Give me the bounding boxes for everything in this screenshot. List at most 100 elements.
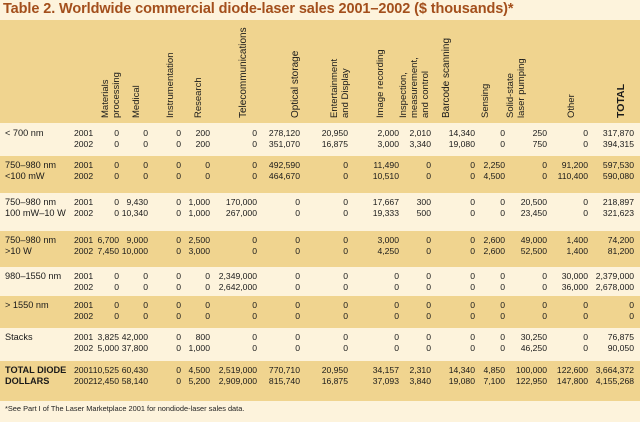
table-cell: 0 [500,311,505,321]
table-cell: 300 [416,197,431,207]
table-cell: 2,500 [188,235,210,245]
table-cell: 278,120 [268,128,300,138]
table-cell: 0 [394,271,399,281]
table-cell: 0 [176,376,181,386]
table-cell: 0 [542,271,547,281]
table-cell: 0 [252,160,257,170]
table-cell: 800 [195,332,210,342]
column-header-image-recording: Image recording [375,49,386,118]
table-cell: 2,678,000 [595,282,634,292]
table-cell: 0 [114,282,119,292]
table-cell: 3,000 [188,246,210,256]
table-cell: 9,430 [126,197,148,207]
table-cell: 0 [583,128,588,138]
table-cell: 0 [252,246,257,256]
table-cell: 0 [343,197,348,207]
table-cell: 0 [394,343,399,353]
table-cell: 0 [583,139,588,149]
table-cell: 5,200 [188,376,210,386]
table-cell: 2,310 [409,365,431,375]
table-cell: 0 [500,128,505,138]
table-cell: 0 [343,171,348,181]
table-cell: 2,250 [483,160,505,170]
table-cell: 597,530 [602,160,634,170]
table-cell: 6,700 [97,235,119,245]
table-cell: 122,950 [515,376,547,386]
table-cell: 20,950 [321,365,348,375]
table-cell: 60,430 [121,365,148,375]
table-cell: 0 [176,332,181,342]
table-cell: 170,000 [225,197,257,207]
table-cell: 0 [394,311,399,321]
table-cell: 0 [114,311,119,321]
table-cell: 0 [426,235,431,245]
table-cell: 0 [143,300,148,310]
row-group [0,361,640,401]
table-cell: 7,450 [97,246,119,256]
table-cell: 74,200 [607,235,634,245]
table-cell: 90,050 [607,343,634,353]
table-cell: 750 [532,139,547,149]
table-cell: 0 [470,246,475,256]
table-cell: 0 [114,271,119,281]
table-cell: 0 [500,343,505,353]
year-cell: 2002 [74,311,94,321]
table-cell: 0 [114,139,119,149]
year-cell: 2001 [74,235,94,245]
year-cell: 2002 [74,171,94,181]
table-cell: 0 [583,208,588,218]
year-cell: 2002 [74,246,94,256]
table-cell: 42,000 [121,332,148,342]
table-cell: 0 [252,128,257,138]
table-cell: 770,710 [268,365,300,375]
row-group-label: 750–980 nm >10 W [5,235,57,256]
table-cell: 2,909,000 [218,376,257,386]
table-cell: 0 [470,343,475,353]
table-cell: 500 [416,208,431,218]
table-cell: 0 [500,208,505,218]
table-cell: 317,870 [602,128,634,138]
table-cell: 0 [426,332,431,342]
table-cell: 0 [295,246,300,256]
table-cell: 0 [295,343,300,353]
table-cell: 10,000 [121,246,148,256]
table-cell: 0 [176,343,181,353]
table-cell: 0 [426,160,431,170]
row-group-label: < 700 nm [5,128,44,138]
column-header-solid-state-laser-pumping: Solid-state laser pumping [505,58,527,118]
table-cell: 49,000 [520,235,547,245]
table-cell: 0 [143,171,148,181]
table-cell: 4,250 [377,246,399,256]
header-band [0,20,640,123]
table-cell: 0 [252,332,257,342]
table-cell: 0 [343,271,348,281]
table-cell: 0 [583,343,588,353]
table-cell: 0 [583,300,588,310]
table-cell: 1,400 [566,246,588,256]
table-cell: 0 [470,208,475,218]
table-cell: 0 [252,171,257,181]
table-cell: 4,155,268 [595,376,634,386]
table-cell: 19,080 [448,139,475,149]
table-cell: 0 [143,128,148,138]
table-cell: 0 [583,311,588,321]
table-cell: 0 [176,282,181,292]
year-cell: 2001 [74,160,94,170]
table-cell: 3,340 [409,139,431,149]
table-cell: 2,600 [483,235,505,245]
table-cell: 0 [394,332,399,342]
table-cell: 0 [176,139,181,149]
table-cell: 0 [143,160,148,170]
column-header-materials-processing: Materials processing [100,72,122,118]
table-cell: 0 [500,139,505,149]
table-cell: 23,450 [520,208,547,218]
year-cell: 2002 [74,282,94,292]
table-cell: 1,400 [566,235,588,245]
table-cell: 30,250 [520,332,547,342]
table-cell: 0 [176,197,181,207]
table-cell: 0 [114,160,119,170]
column-header-optical-storage: Optical storage [290,50,301,118]
table-cell: 200 [195,139,210,149]
table-cell: 0 [114,197,119,207]
table-cell: 34,157 [372,365,399,375]
